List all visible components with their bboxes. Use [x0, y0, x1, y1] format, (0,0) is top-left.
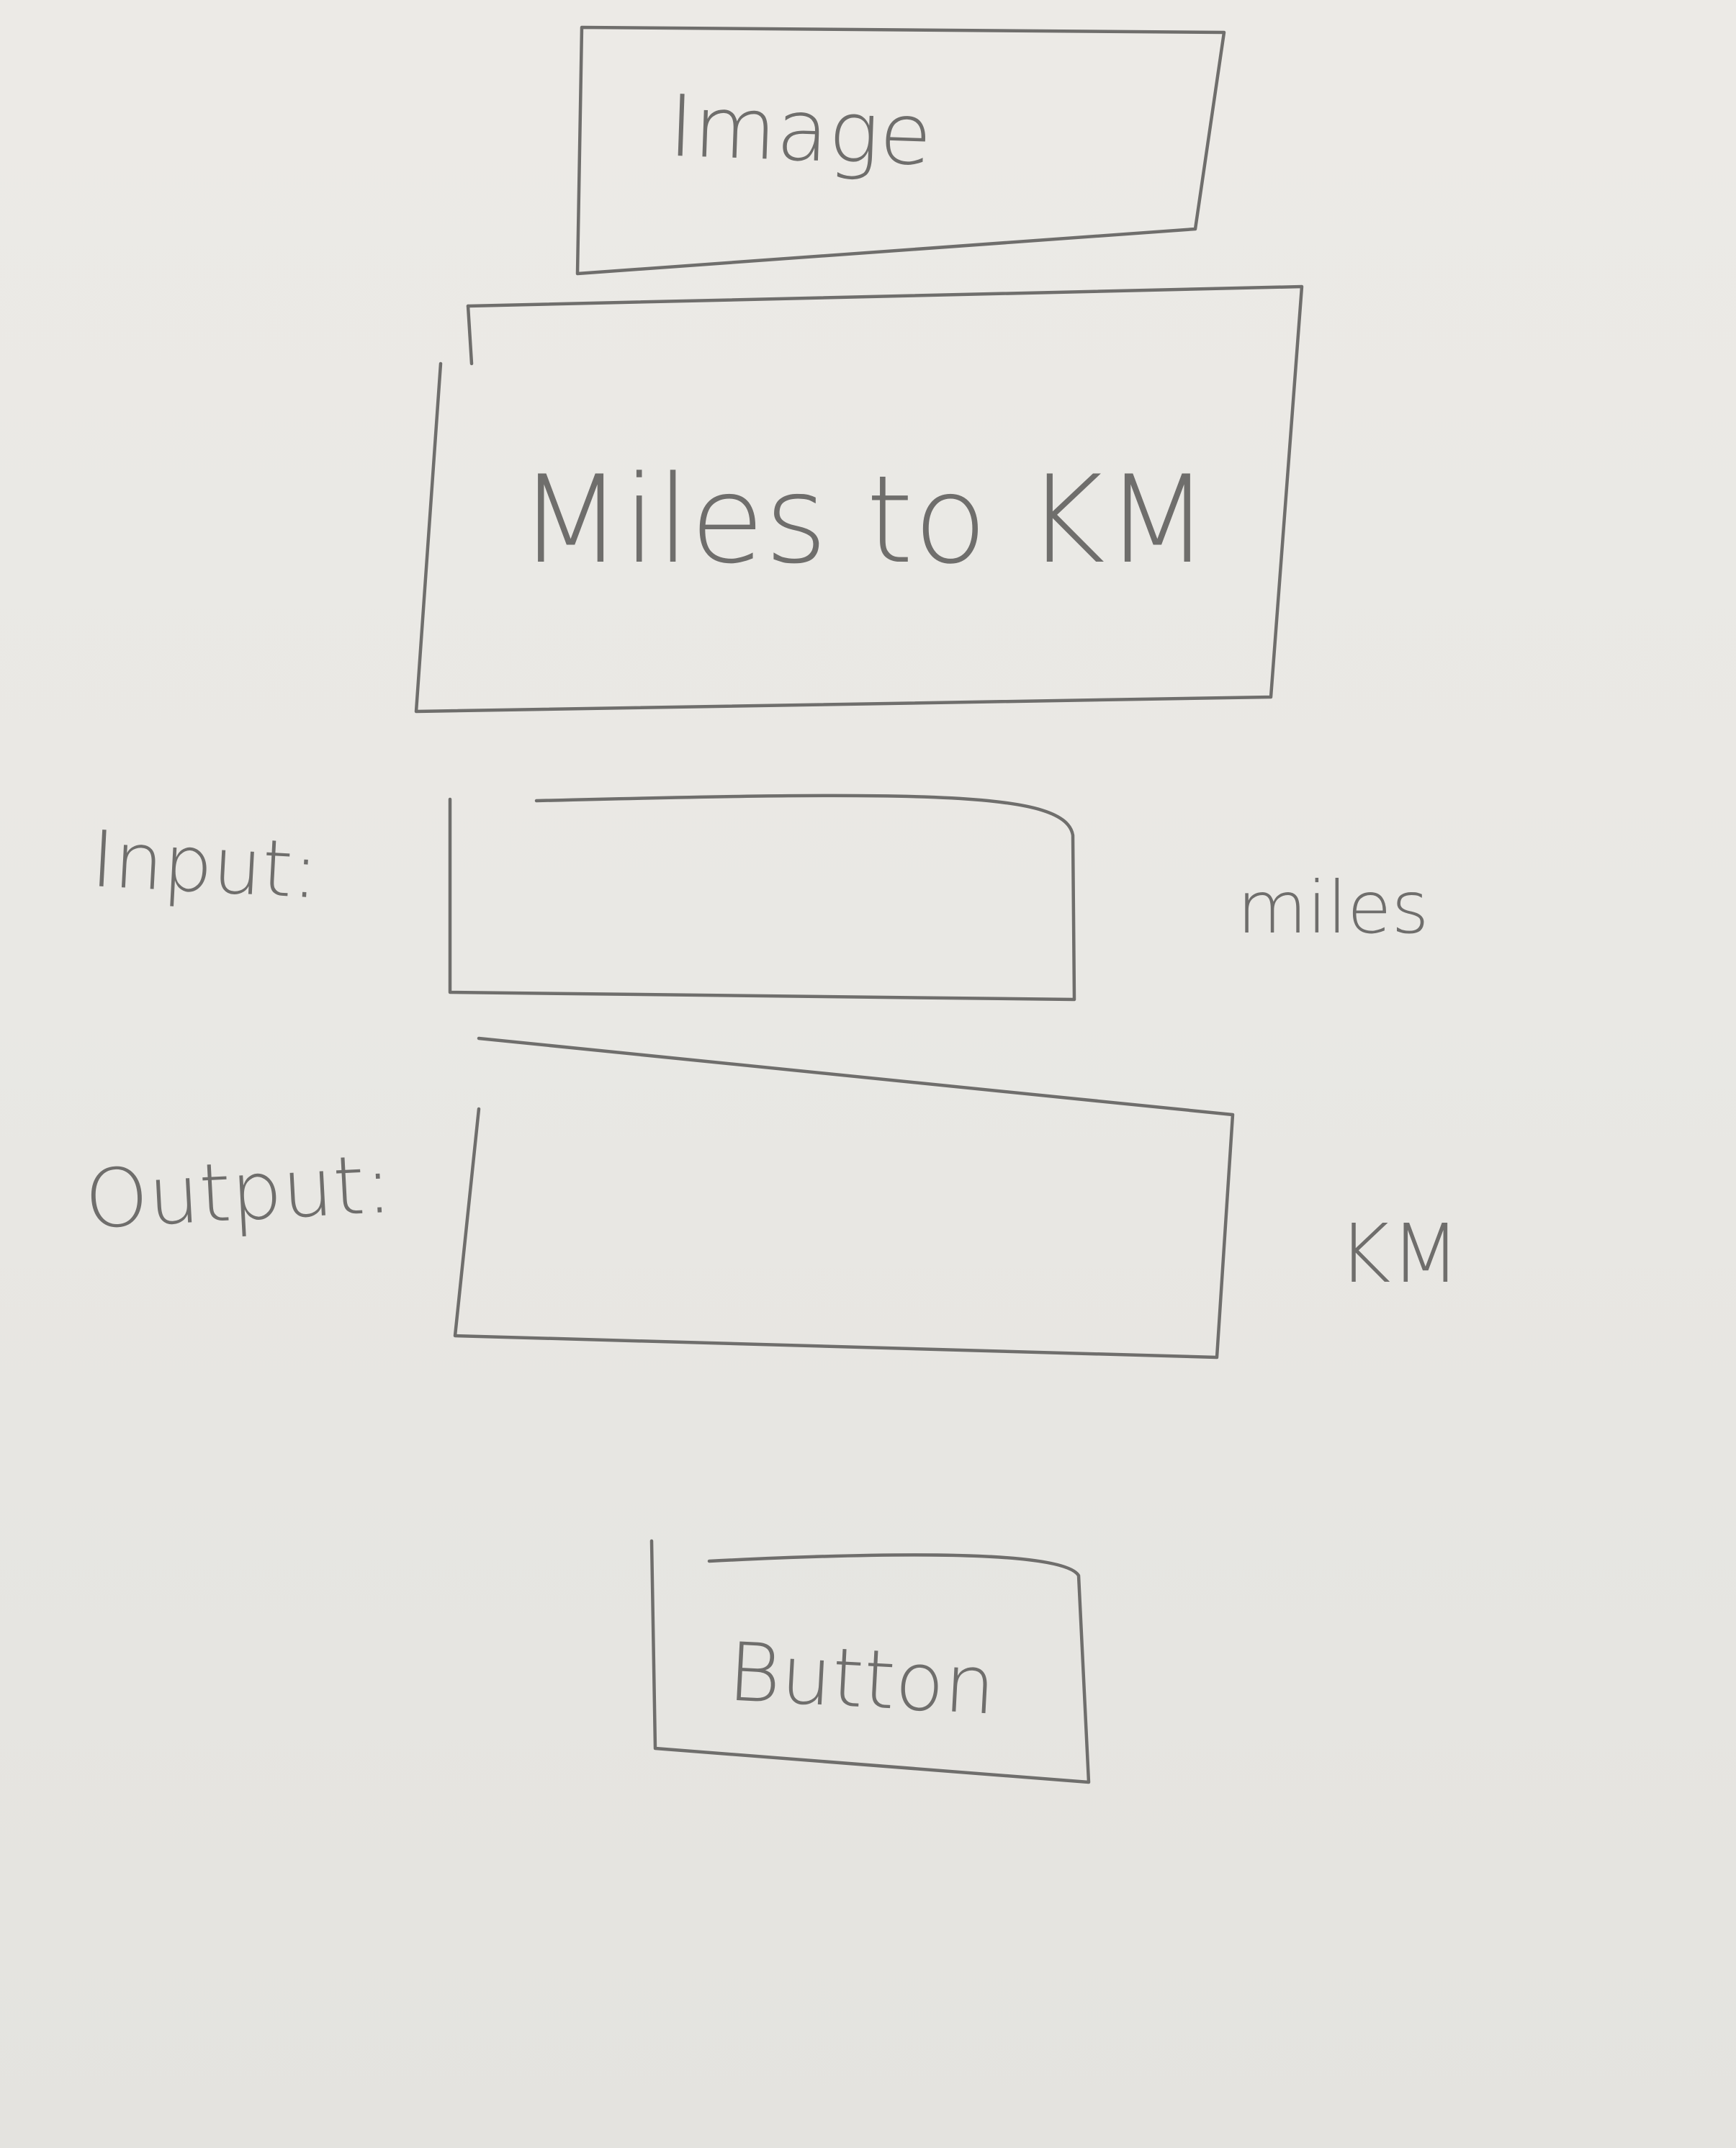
km-output: [453, 1036, 1235, 1360]
input-label: Input:: [89, 814, 321, 916]
km-unit-label: KM: [1338, 1208, 1460, 1301]
page-title: Miles to KM: [518, 449, 1210, 590]
output-label: Output:: [83, 1138, 395, 1247]
convert-button-label: Button: [726, 1625, 998, 1733]
title-box: Miles to KM: [414, 284, 1304, 714]
convert-button[interactable]: Button: [649, 1539, 1091, 1784]
image-placeholder: Image: [575, 25, 1226, 276]
image-placeholder-label: Image: [667, 76, 933, 185]
miles-input[interactable]: [448, 794, 1076, 1002]
miles-unit-label: miles: [1237, 866, 1429, 950]
